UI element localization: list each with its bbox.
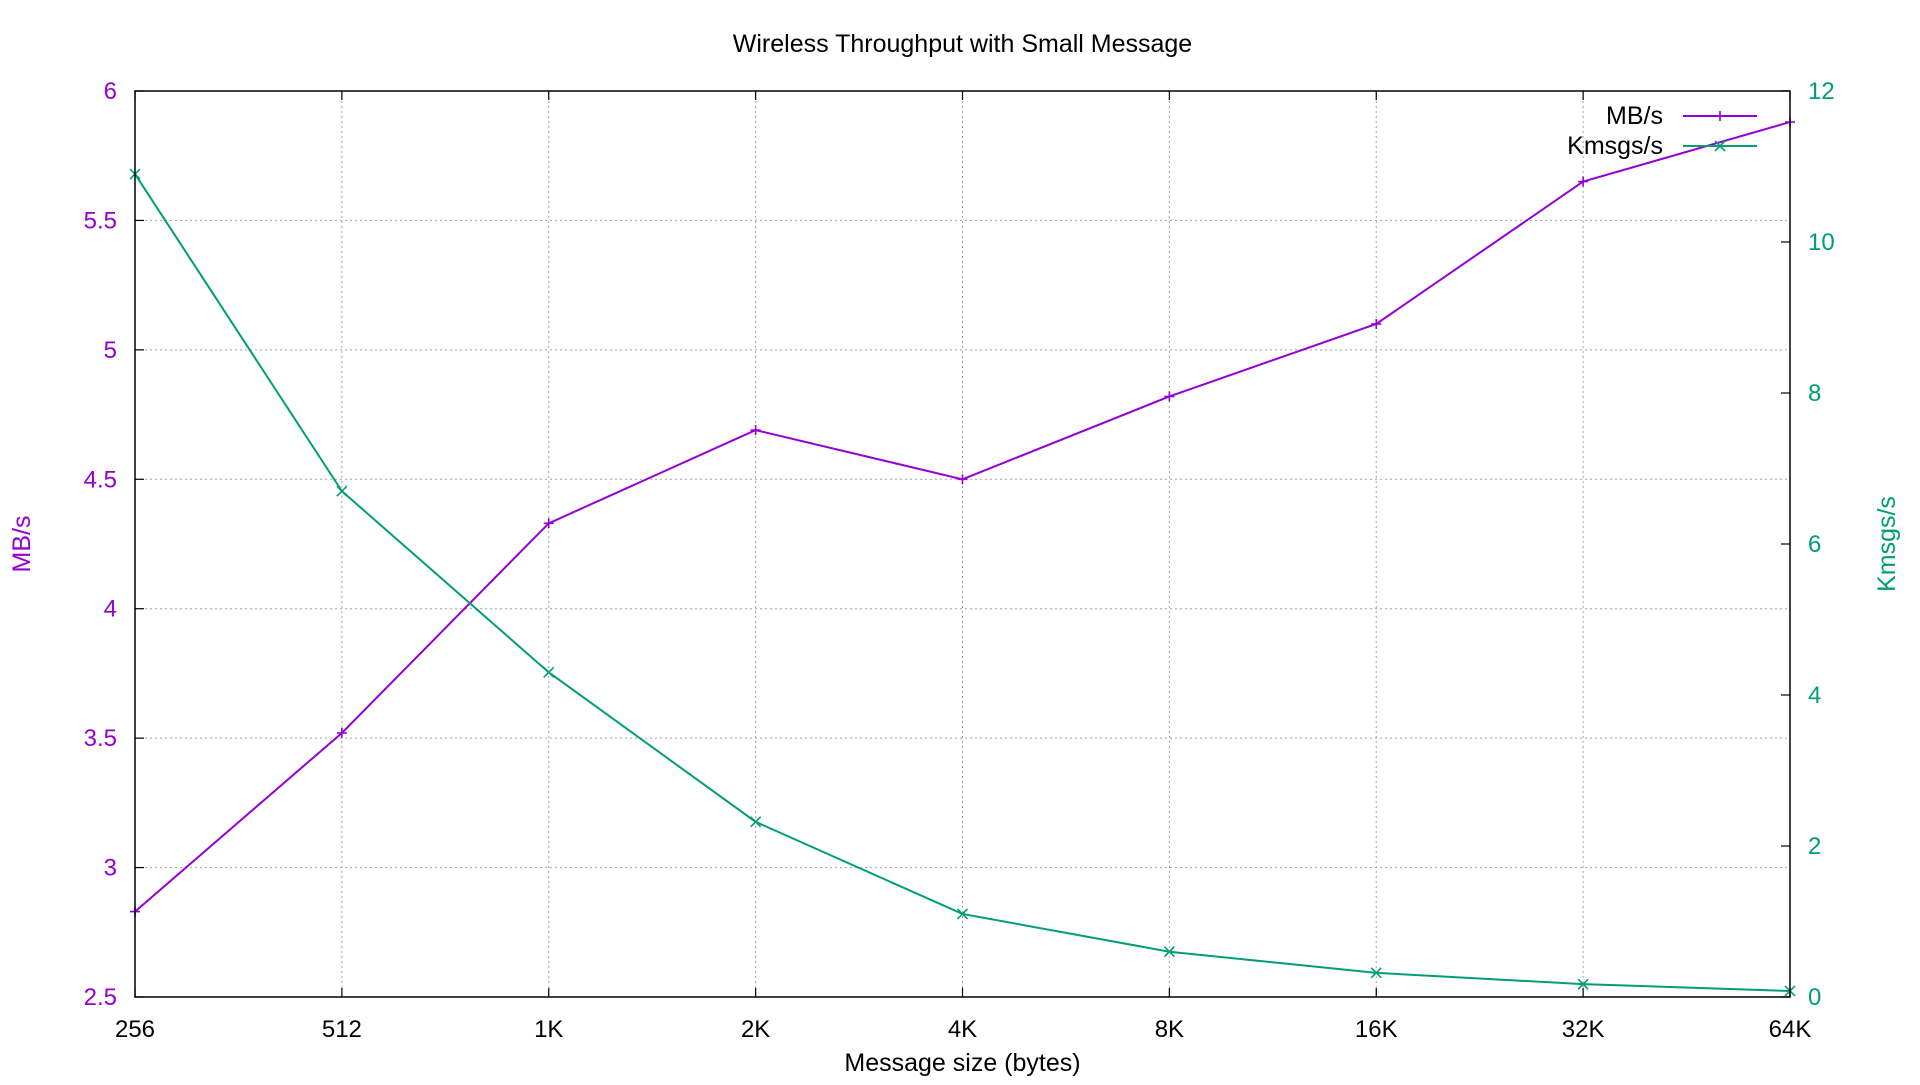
data-point-mbs xyxy=(336,727,347,738)
data-point-mbs xyxy=(1578,176,1589,187)
data-point-kmsgs xyxy=(1370,967,1382,979)
grid-lines xyxy=(135,91,1790,997)
y-left-axis-label: MB/s xyxy=(8,516,36,573)
y-left-tick-label: 6 xyxy=(104,78,117,105)
x-tick-label: 1K xyxy=(534,1016,563,1043)
data-point-mbs xyxy=(1371,318,1382,329)
x-tick-label: 16K xyxy=(1355,1016,1398,1043)
data-point-mbs xyxy=(957,474,968,485)
y-left-tick-label: 4 xyxy=(104,596,117,623)
legend-marker xyxy=(1714,140,1726,152)
y-left-tick-label: 5 xyxy=(104,337,117,364)
chart-title: Wireless Throughput with Small Message xyxy=(733,30,1192,58)
x-tick-label: 2K xyxy=(741,1016,770,1043)
x-tick-label: 8K xyxy=(1155,1016,1184,1043)
data-point-kmsgs xyxy=(956,908,969,920)
y-right-tick-label: 8 xyxy=(1808,380,1821,407)
series-layer xyxy=(129,117,1796,997)
data-point-kmsgs xyxy=(336,485,348,497)
data-point-mbs xyxy=(1164,391,1175,402)
y-right-tick-label: 2 xyxy=(1808,833,1821,860)
x-tick-label: 512 xyxy=(322,1016,362,1043)
y-right-tick-label: 4 xyxy=(1808,682,1821,709)
y-right-axis-label: Kmsgs/s xyxy=(1873,496,1901,592)
data-point-kmsgs xyxy=(1163,946,1175,958)
y-right-tick-label: 10 xyxy=(1808,229,1835,256)
x-axis-label: Message size (bytes) xyxy=(844,1049,1080,1077)
legend-marker xyxy=(1715,111,1725,121)
y-left-tick-label: 3.5 xyxy=(84,725,117,752)
data-point-kmsgs xyxy=(543,666,555,678)
legend-label: Kmsgs/s xyxy=(1567,132,1663,160)
y-right-tick-label: 12 xyxy=(1808,78,1835,105)
x-tick-label: 64K xyxy=(1769,1016,1812,1043)
data-point-mbs xyxy=(543,518,554,529)
x-tick-label: 4K xyxy=(948,1016,977,1043)
y-left-tick-label: 2.5 xyxy=(84,984,117,1011)
legend-label: MB/s xyxy=(1606,102,1663,130)
x-tick-label: 256 xyxy=(115,1016,155,1043)
y-left-tick-label: 4.5 xyxy=(84,466,117,493)
data-point-kmsgs xyxy=(1577,978,1589,990)
y-left-tick-label: 3 xyxy=(104,855,117,882)
axis-layer: 256 512 1K 2K 4K 8K 16K 32K 64K 2.5 3 3.5 4 4.5 5 5.5 6 0… xyxy=(84,78,1835,1043)
y-right-tick-label: 0 xyxy=(1808,984,1821,1011)
x-tick-label: 32K xyxy=(1562,1016,1605,1043)
y-right-tick-label: 6 xyxy=(1808,531,1821,558)
data-point-mbs xyxy=(750,425,761,436)
data-point-kmsgs xyxy=(750,816,762,828)
y-left-tick-label: 5.5 xyxy=(84,207,117,234)
